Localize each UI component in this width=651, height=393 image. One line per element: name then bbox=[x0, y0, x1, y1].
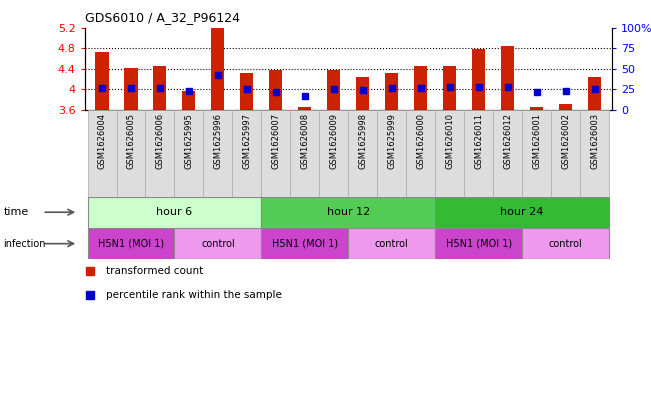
Text: hour 6: hour 6 bbox=[156, 207, 193, 217]
Text: time: time bbox=[3, 207, 29, 217]
Bar bbox=[356, 77, 369, 110]
Bar bbox=[464, 110, 493, 196]
Text: GSM1626006: GSM1626006 bbox=[156, 113, 165, 169]
Point bbox=[387, 85, 397, 92]
Bar bbox=[443, 66, 456, 110]
Text: control: control bbox=[549, 239, 583, 249]
Text: H5N1 (MOI 1): H5N1 (MOI 1) bbox=[271, 239, 338, 249]
Text: hour 24: hour 24 bbox=[501, 207, 544, 217]
Bar bbox=[270, 70, 283, 110]
Bar bbox=[319, 110, 348, 196]
Bar bbox=[154, 66, 167, 110]
Point bbox=[126, 85, 136, 92]
Point bbox=[242, 86, 252, 92]
Bar bbox=[203, 110, 232, 196]
Text: control: control bbox=[375, 239, 409, 249]
Text: hour 12: hour 12 bbox=[327, 207, 370, 217]
Text: GSM1625998: GSM1625998 bbox=[358, 113, 367, 169]
Point bbox=[415, 85, 426, 92]
Bar bbox=[551, 110, 580, 196]
Text: GSM1626011: GSM1626011 bbox=[474, 113, 483, 169]
Bar bbox=[588, 77, 601, 110]
Bar bbox=[406, 110, 436, 196]
Text: transformed count: transformed count bbox=[105, 266, 203, 276]
Bar bbox=[348, 228, 436, 259]
Point bbox=[531, 89, 542, 95]
Bar bbox=[174, 110, 203, 196]
Text: GSM1626000: GSM1626000 bbox=[416, 113, 425, 169]
Bar bbox=[87, 228, 174, 259]
Text: GSM1626012: GSM1626012 bbox=[503, 113, 512, 169]
Bar bbox=[117, 110, 145, 196]
Text: GSM1626005: GSM1626005 bbox=[126, 113, 135, 169]
Point bbox=[184, 88, 194, 94]
Bar bbox=[522, 228, 609, 259]
Bar bbox=[240, 73, 253, 110]
Bar bbox=[96, 52, 109, 110]
Bar bbox=[493, 110, 522, 196]
Text: GSM1625995: GSM1625995 bbox=[184, 113, 193, 169]
Bar bbox=[559, 104, 572, 110]
Text: GSM1626009: GSM1626009 bbox=[329, 113, 339, 169]
Bar bbox=[87, 196, 261, 228]
Bar bbox=[530, 107, 543, 110]
Point bbox=[561, 88, 571, 95]
Bar bbox=[87, 110, 117, 196]
Bar bbox=[472, 49, 485, 110]
Text: GDS6010 / A_32_P96124: GDS6010 / A_32_P96124 bbox=[85, 11, 240, 24]
Point bbox=[445, 84, 455, 90]
Text: percentile rank within the sample: percentile rank within the sample bbox=[105, 290, 282, 300]
Text: GSM1625997: GSM1625997 bbox=[242, 113, 251, 169]
Bar bbox=[182, 91, 195, 110]
Text: GSM1626004: GSM1626004 bbox=[98, 113, 107, 169]
Bar bbox=[436, 196, 609, 228]
Bar bbox=[522, 110, 551, 196]
Bar bbox=[261, 110, 290, 196]
Bar bbox=[436, 110, 464, 196]
Bar bbox=[290, 110, 319, 196]
Bar bbox=[501, 46, 514, 110]
Point bbox=[357, 87, 368, 93]
Bar bbox=[174, 228, 261, 259]
Point bbox=[299, 93, 310, 99]
Text: GSM1626010: GSM1626010 bbox=[445, 113, 454, 169]
Bar bbox=[232, 110, 261, 196]
Bar bbox=[414, 66, 427, 110]
Bar bbox=[327, 70, 340, 110]
Bar bbox=[212, 28, 225, 110]
Point bbox=[329, 86, 339, 92]
Point bbox=[213, 72, 223, 78]
Point bbox=[97, 85, 107, 91]
Bar bbox=[298, 107, 311, 110]
Text: GSM1626003: GSM1626003 bbox=[590, 113, 599, 169]
Text: control: control bbox=[201, 239, 235, 249]
Bar bbox=[261, 228, 348, 259]
Point bbox=[271, 89, 281, 95]
Text: GSM1626008: GSM1626008 bbox=[300, 113, 309, 169]
Bar bbox=[261, 196, 436, 228]
Point bbox=[589, 86, 600, 92]
Bar bbox=[385, 73, 398, 110]
Point bbox=[155, 85, 165, 92]
Text: GSM1626002: GSM1626002 bbox=[561, 113, 570, 169]
Text: GSM1625999: GSM1625999 bbox=[387, 113, 396, 169]
Text: H5N1 (MOI 1): H5N1 (MOI 1) bbox=[445, 239, 512, 249]
Bar bbox=[145, 110, 174, 196]
Point bbox=[473, 84, 484, 90]
Bar bbox=[348, 110, 378, 196]
Text: GSM1626007: GSM1626007 bbox=[271, 113, 281, 169]
Text: GSM1626001: GSM1626001 bbox=[532, 113, 541, 169]
Bar bbox=[436, 228, 522, 259]
Bar bbox=[580, 110, 609, 196]
Text: H5N1 (MOI 1): H5N1 (MOI 1) bbox=[98, 239, 164, 249]
Bar bbox=[378, 110, 406, 196]
Text: GSM1625996: GSM1625996 bbox=[214, 113, 223, 169]
Point bbox=[503, 84, 513, 90]
Bar bbox=[124, 68, 137, 110]
Text: infection: infection bbox=[3, 239, 46, 249]
